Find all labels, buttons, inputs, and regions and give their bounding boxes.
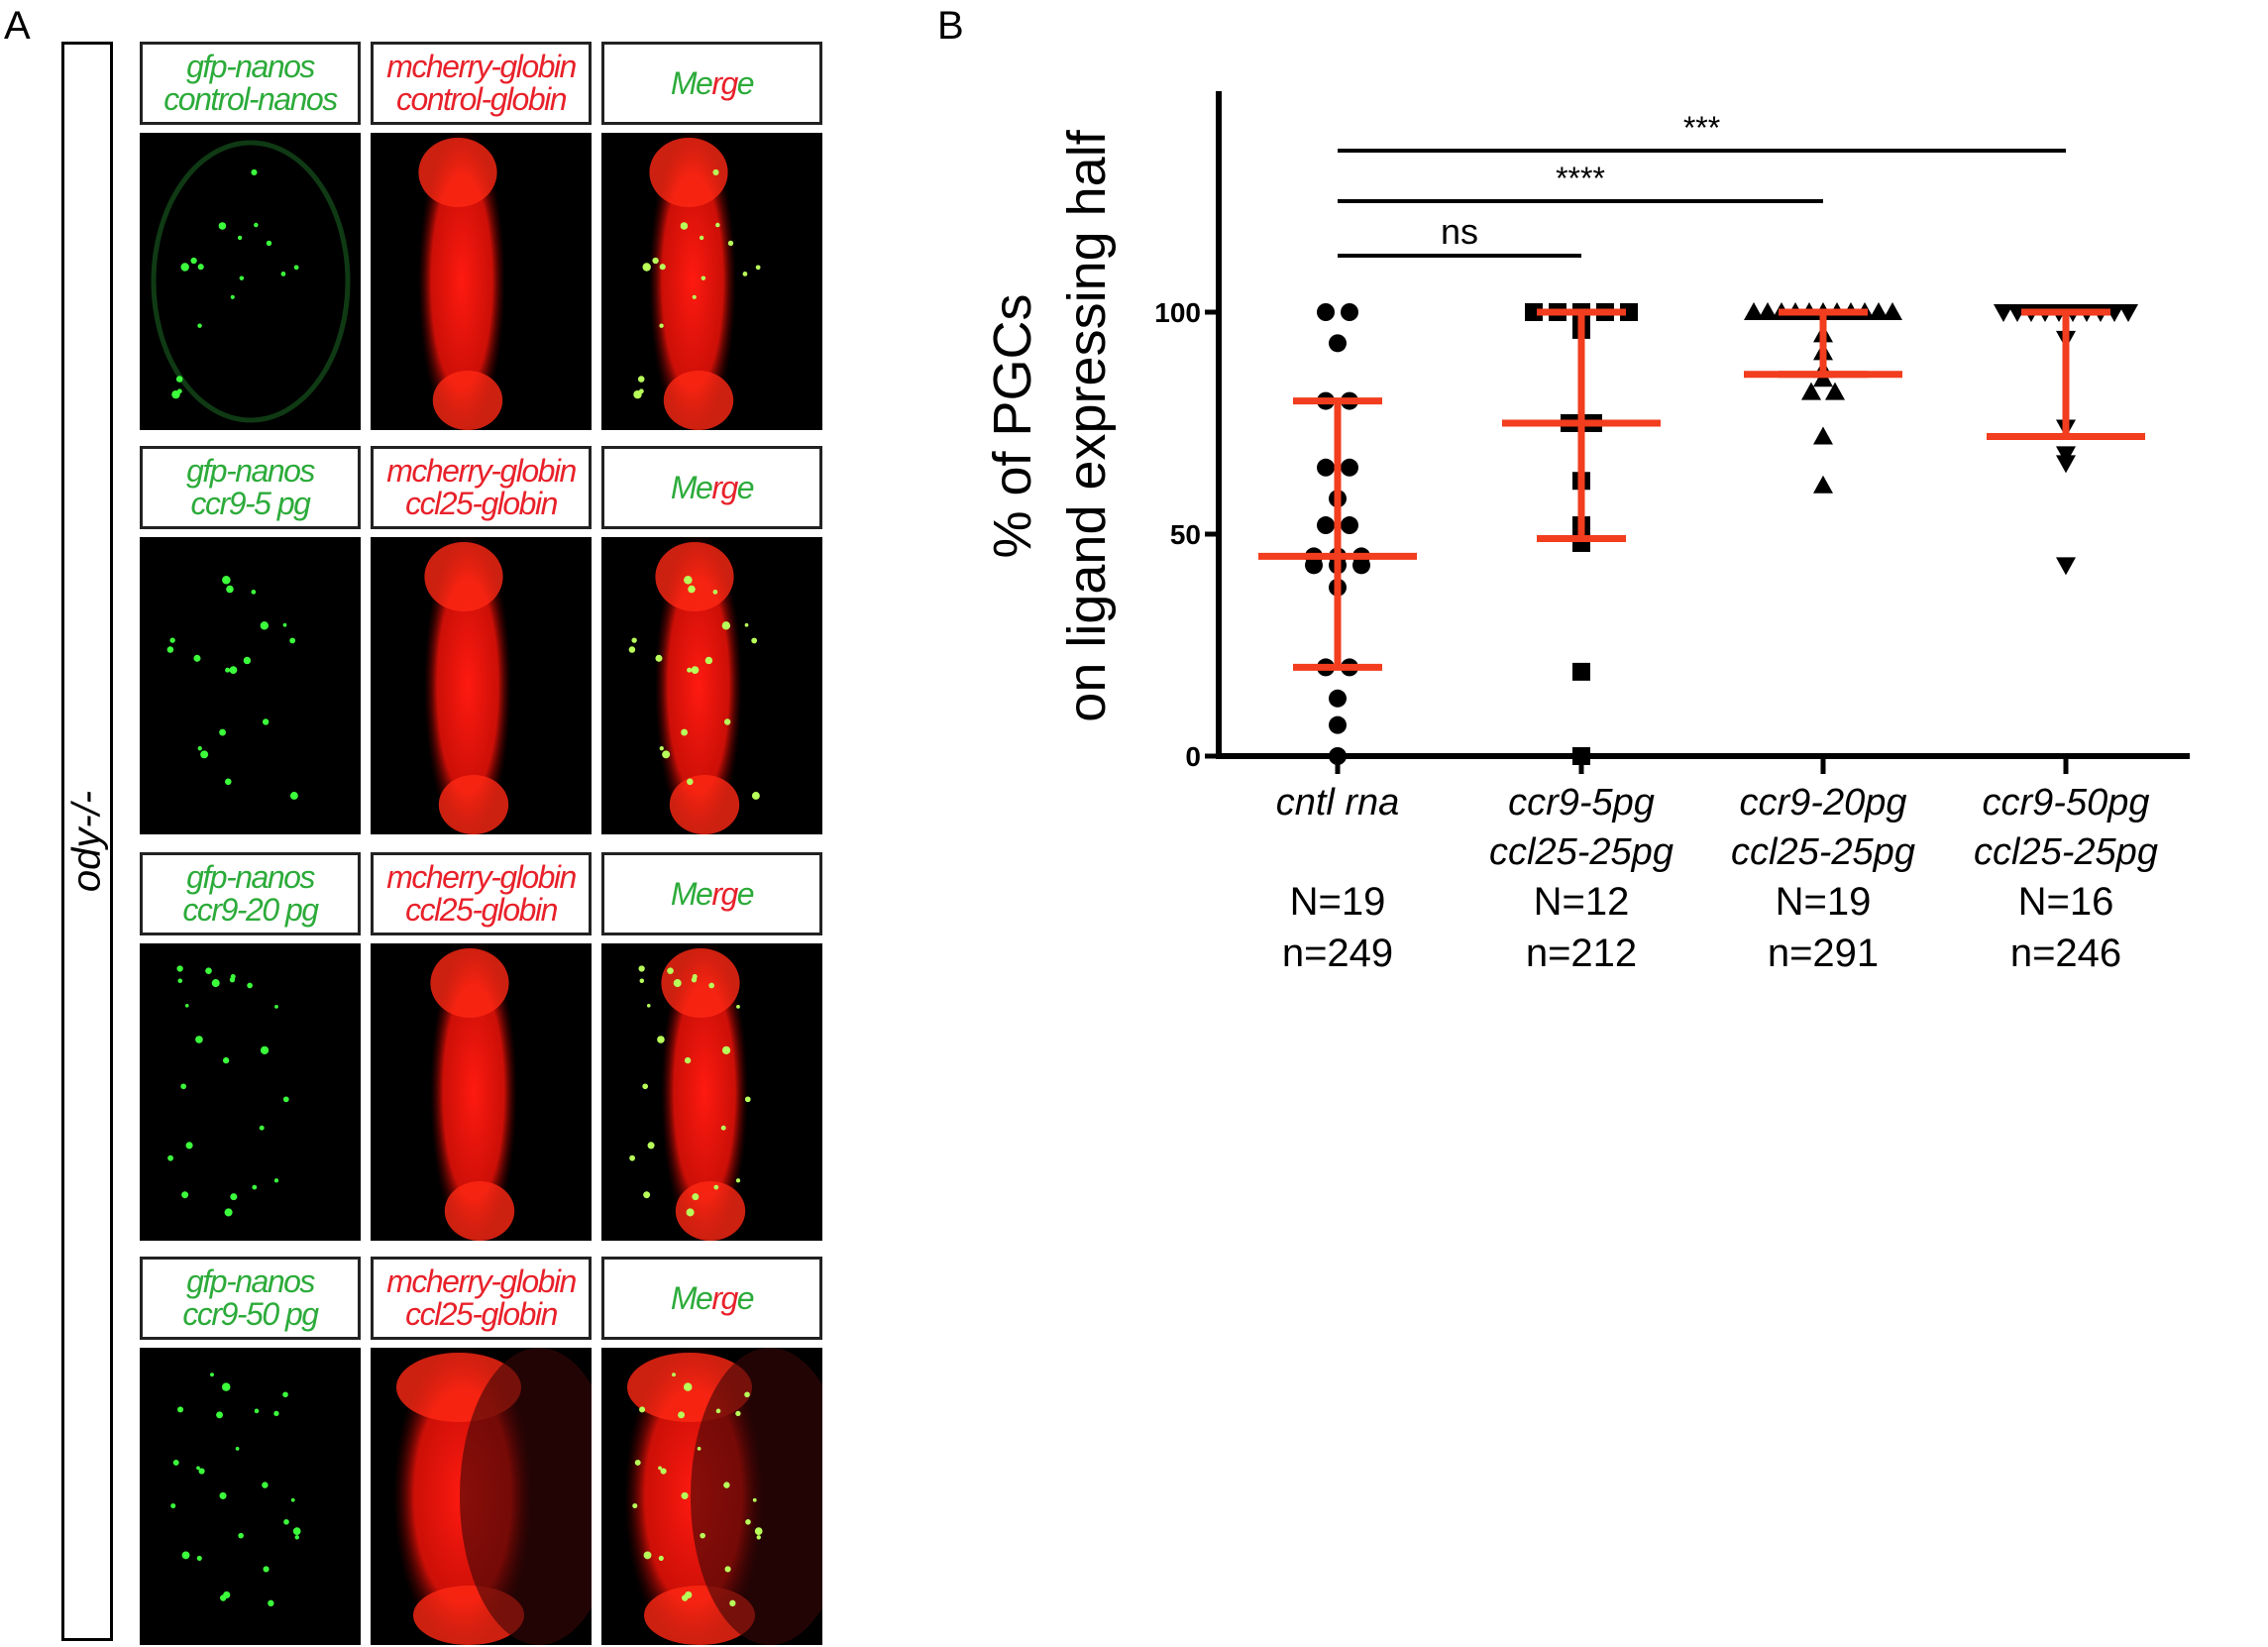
red-label-line2: ccl25-globin	[405, 486, 558, 521]
data-point-triangle-up	[1801, 382, 1821, 400]
red-label-line2: ccl25-globin	[405, 1296, 558, 1332]
data-point-triangle-down	[1994, 304, 2013, 322]
data-point-square	[1525, 303, 1543, 321]
label-green-row-1: gfp-nanos control-nanos	[140, 42, 361, 125]
micrograph-green-row-2	[140, 537, 361, 834]
green-label-line1: gfp-nanos	[186, 859, 315, 896]
green-label-line2: control-nanos	[163, 81, 338, 117]
green-label-line2: ccr9-50 pg	[182, 1296, 319, 1332]
label-green-row-2: gfp-nanos ccr9-5 pg	[140, 446, 361, 529]
y-tick-label: 0	[1185, 741, 1201, 772]
x-tick-label-line2: ccl25-25pg	[1731, 831, 1915, 873]
data-point-circle	[1341, 516, 1358, 535]
x-tick-label-line1: ccr9-50pg	[1983, 782, 2150, 824]
x-tick-label-line2: ccl25-25pg	[1489, 831, 1674, 873]
data-point-circle	[1317, 303, 1335, 321]
green-label-line2: ccr9-20 pg	[182, 892, 319, 928]
y-tick-label: 100	[1154, 297, 1201, 328]
group-N-label: N=12	[1534, 880, 1630, 924]
group-N-label: N=19	[1776, 880, 1872, 924]
data-point-circle	[1305, 556, 1323, 575]
micrograph-green-row-3	[140, 943, 361, 1241]
micrograph-merge-row-2	[601, 537, 822, 834]
red-label-line1: mcherry-globin	[386, 1263, 577, 1300]
micrograph-merge-row-3	[601, 943, 822, 1241]
group-n-label: n=249	[1282, 932, 1393, 975]
data-point-triangle-up	[1744, 302, 1764, 320]
micrograph-merge-row-4	[601, 1348, 822, 1645]
red-label-line2: control-globin	[395, 81, 568, 117]
micrograph-red-row-3	[371, 943, 592, 1241]
micrograph-red-row-2	[371, 537, 592, 834]
data-point-circle	[1329, 715, 1347, 734]
red-label-line1: mcherry-globin	[386, 859, 577, 896]
data-point-square	[1620, 303, 1638, 321]
data-point-triangle-down	[2056, 557, 2076, 576]
red-label-line1: mcherry-globin	[386, 453, 577, 490]
data-point-triangle-up	[1869, 302, 1889, 320]
micrograph-merge-row-1	[601, 133, 822, 430]
data-point-triangle-up	[1883, 302, 1902, 320]
data-point-triangle-up	[1813, 475, 1833, 494]
y-tick-label: 50	[1170, 519, 1201, 550]
data-point-circle	[1317, 516, 1335, 535]
micrograph-red-row-4	[371, 1348, 592, 1645]
group-N-label: N=16	[2018, 880, 2114, 924]
panel-a-letter: A	[4, 4, 31, 48]
significance-label: ***	[1683, 110, 1720, 146]
data-point-square	[1572, 662, 1590, 681]
significance-label: ****	[1556, 161, 1605, 196]
data-point-circle	[1352, 556, 1370, 575]
green-label-line1: gfp-nanos	[186, 453, 315, 490]
data-point-circle	[1329, 689, 1347, 708]
label-green-row-4: gfp-nanos ccr9-50 pg	[140, 1257, 361, 1340]
genotype-label-box: ody-/-	[61, 42, 113, 1641]
label-red-row-2: mcherry-globin ccl25-globin	[371, 446, 592, 529]
x-tick-label-line1: ccr9-20pg	[1740, 782, 1907, 824]
data-point-square	[1572, 747, 1590, 765]
data-point-triangle-up	[1825, 382, 1845, 400]
green-label-line2: ccr9-5 pg	[190, 486, 311, 521]
data-point-triangle-up	[1758, 302, 1778, 320]
micrograph-green-row-1	[140, 133, 361, 430]
y-axis-label-line1: % of PGCs	[983, 293, 1042, 558]
red-label-line2: ccl25-globin	[405, 892, 558, 928]
group-n-label: n=246	[2010, 932, 2121, 975]
significance-label: ns	[1441, 211, 1478, 252]
label-red-row-1: mcherry-globin control-globin	[371, 42, 592, 125]
red-label-line1: mcherry-globin	[386, 49, 577, 85]
x-tick-label-line1: ccr9-5pg	[1508, 782, 1655, 824]
panel-b-letter: B	[937, 4, 964, 48]
group-n-label: n=291	[1768, 932, 1879, 975]
x-tick-label-line1: cntl rna	[1276, 782, 1400, 824]
x-tick-label-line2: ccl25-25pg	[1974, 831, 2158, 873]
data-point-triangle-up	[1813, 426, 1833, 445]
micrograph-red-row-1	[371, 133, 592, 430]
group-n-label: n=212	[1526, 932, 1637, 975]
data-point-triangle-down	[2118, 304, 2138, 322]
y-axis-label-line2: on ligand expressing half	[1057, 129, 1117, 721]
micrograph-green-row-4	[140, 1348, 361, 1645]
group-N-label: N=19	[1290, 880, 1386, 924]
label-red-row-4: mcherry-globin ccl25-globin	[371, 1257, 592, 1340]
data-point-circle	[1341, 458, 1358, 477]
green-label-line1: gfp-nanos	[186, 49, 315, 85]
data-point-circle	[1329, 747, 1347, 765]
green-label-line1: gfp-nanos	[186, 1263, 315, 1300]
data-point-circle	[1329, 334, 1347, 353]
label-green-row-3: gfp-nanos ccr9-20 pg	[140, 852, 361, 935]
data-point-triangle-down	[2056, 455, 2076, 474]
label-red-row-3: mcherry-globin ccl25-globin	[371, 852, 592, 935]
data-point-circle	[1341, 303, 1358, 321]
data-point-circle	[1317, 458, 1335, 477]
